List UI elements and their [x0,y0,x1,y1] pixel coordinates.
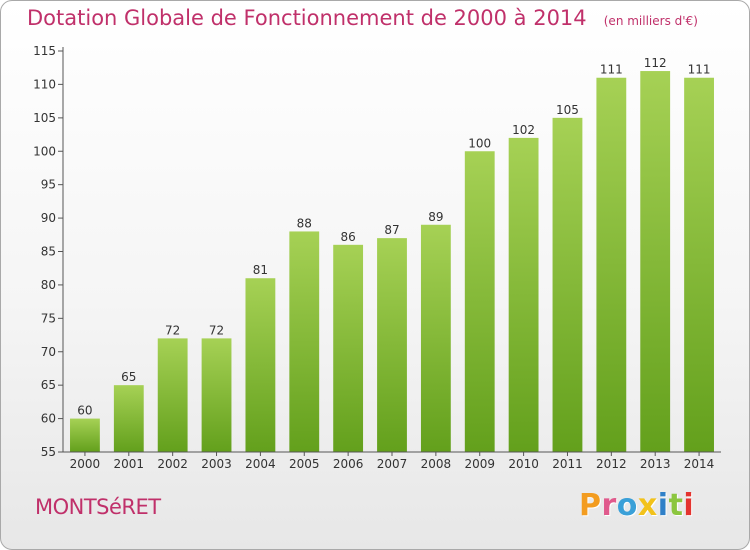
bar-value-label: 86 [340,230,355,244]
bar-value-label: 111 [600,63,623,77]
y-axis: 55 60 65 70 75 80 85 90 95 100 105 110 115 [33,44,64,459]
bar-value-label: 100 [468,136,491,150]
bars: 60 65 72 72 81 88 86 87 89 100 102 105 111 112 111 [70,56,714,453]
bar-2013 [640,71,671,453]
bar-2012 [596,77,627,452]
bar-value-label: 88 [297,216,312,230]
x-tick-label: 2004 [245,457,276,471]
bar-value-label: 89 [428,210,443,224]
logo-letter: P [579,488,602,523]
y-tick-label: 70 [41,345,56,359]
bar-2006 [333,244,364,452]
logo-letter: x [637,488,658,523]
y-tick-label: 65 [41,378,56,392]
bar-2008 [420,224,451,452]
x-tick-label: 2012 [596,457,627,471]
bar-2002 [157,338,188,452]
bar-value-label: 102 [512,123,535,137]
bar-2003 [201,338,232,452]
x-tick-label: 2010 [508,457,539,471]
bar-2007 [377,238,407,452]
y-tick-label: 115 [33,44,56,58]
bar-2014 [684,77,714,452]
chart-title-unit: (en milliers d'€) [603,14,698,28]
x-tick-label: 2014 [684,457,715,471]
bar-2000 [70,418,100,452]
logo-letter: i [657,488,669,523]
bar-value-label: 72 [165,323,180,337]
y-tick-label: 80 [41,278,56,292]
bar-value-label: 60 [77,404,92,418]
logo-letter: t [668,488,684,523]
bar-value-label: 65 [121,370,136,384]
bar-2001 [113,385,144,452]
y-tick-label: 75 [41,311,56,325]
y-tick-label: 90 [41,211,56,225]
x-tick-label: 2009 [464,457,495,471]
x-tick-label: 2006 [333,457,364,471]
y-tick-label: 110 [33,77,56,91]
y-tick-label: 105 [33,111,56,125]
bar-2004 [245,278,276,452]
y-tick-label: 60 [41,412,56,426]
x-tick-label: 2008 [421,457,452,471]
x-tick-label: 2011 [552,457,583,471]
bar-value-label: 112 [644,56,667,70]
y-tick-label: 95 [41,178,56,192]
y-tick-label: 85 [41,245,56,259]
x-tick-label: 2005 [289,457,320,471]
bar-2010 [508,137,539,452]
x-tick-label: 2002 [157,457,188,471]
x-tick-label: 2001 [114,457,145,471]
logo-letter: r [601,488,617,523]
x-tick-label: 2003 [201,457,232,471]
y-tick-label: 55 [41,445,56,459]
bar-2011 [552,117,583,452]
bar-value-label: 111 [688,63,711,77]
chart-title-main: Dotation Globale de Fonctionnement de 20… [27,6,587,30]
municipality-name: MONTSéRET [35,495,161,519]
bar-value-label: 81 [253,263,268,277]
proxiti-logo: Proxiti [579,488,694,523]
bar-value-label: 87 [384,223,399,237]
logo-letter: o [616,488,638,523]
x-tick-label: 2000 [70,457,101,471]
logo-letter: i [683,488,695,523]
x-tick-label: 2007 [377,457,408,471]
bar-value-label: 105 [556,103,579,117]
bar-value-label: 72 [209,323,224,337]
bar-2009 [464,151,495,452]
x-tick-label: 2013 [640,457,671,471]
bar-2005 [289,231,320,452]
x-axis: 2000 2001 2002 2003 2004 2005 2006 2007 2008 2009… [63,451,721,471]
y-tick-label: 100 [33,144,56,158]
chart-title: Dotation Globale de Fonctionnement de 20… [27,6,698,30]
